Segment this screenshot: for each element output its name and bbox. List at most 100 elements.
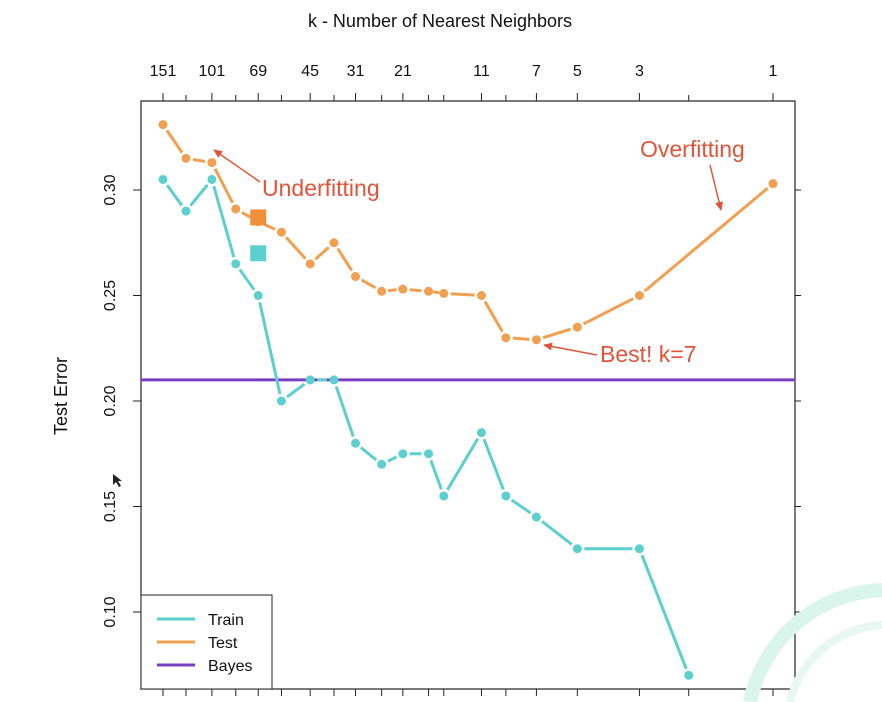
- legend: Train Test Bayes: [140, 594, 273, 690]
- test-segment: [165, 129, 184, 154]
- train-segment: [429, 459, 443, 490]
- test-segment: [387, 288, 397, 293]
- test-segment: [582, 297, 634, 326]
- test-segment: [213, 168, 234, 204]
- test-point: [231, 204, 241, 214]
- test-segment: [409, 288, 422, 293]
- test-segment: [314, 246, 330, 261]
- train-segment: [482, 438, 505, 490]
- test-segment: [360, 278, 377, 290]
- train-point: [231, 259, 241, 269]
- train-series: [158, 174, 694, 680]
- x-tick-label: 45: [301, 63, 319, 80]
- train-segment: [541, 520, 573, 546]
- test-point: [329, 238, 339, 248]
- train-segment: [334, 386, 355, 438]
- y-tick-label: 0.15: [102, 491, 119, 522]
- test-point: [531, 335, 541, 345]
- test-point: [350, 272, 360, 282]
- y-axis-title: Test Error: [51, 357, 71, 435]
- overfitting-arrow: [709, 164, 723, 211]
- train-segment: [286, 382, 306, 399]
- test-point: [398, 284, 408, 294]
- x-tick-label: 21: [394, 63, 412, 80]
- test-segment: [450, 292, 475, 297]
- test-segment: [542, 327, 572, 340]
- y-tick-label: 0.30: [102, 174, 119, 205]
- train-point: [424, 449, 434, 459]
- plot-frame: [140, 100, 796, 690]
- test-point: [501, 333, 511, 343]
- train-segment: [165, 184, 184, 207]
- train-point: [476, 428, 486, 438]
- test-point: [634, 291, 644, 300]
- test-square-marker: [250, 209, 267, 226]
- train-point: [329, 375, 339, 385]
- legend-label-test: Test: [208, 635, 238, 652]
- train-point: [684, 670, 694, 680]
- y-tick-label: 0.25: [102, 280, 119, 311]
- train-segment: [189, 183, 209, 207]
- train-point: [439, 491, 449, 501]
- train-point: [158, 174, 168, 184]
- train-point: [634, 544, 644, 554]
- train-point: [398, 449, 408, 459]
- test-segment: [432, 290, 440, 295]
- test-segment: [285, 236, 307, 260]
- x-tick-label: 7: [532, 63, 541, 80]
- best-k-arrow: [543, 342, 598, 356]
- x-tick-label: 31: [347, 63, 365, 80]
- x-tick-label: 101: [199, 63, 226, 80]
- test-point: [476, 291, 486, 300]
- x-tick-label: 5: [573, 63, 582, 80]
- test-segment: [643, 187, 769, 293]
- legend-label-bayes: Bayes: [208, 658, 252, 675]
- train-square-marker: [250, 245, 267, 262]
- axes: 151 101 69 45 31 21 11 7 5 3 10.100.150.200.250.30: [102, 63, 801, 696]
- train-segment: [510, 498, 532, 515]
- train-segment: [446, 437, 480, 491]
- underfitting-arrow: [213, 149, 261, 183]
- x-tick-label: 151: [150, 63, 177, 80]
- train-point: [207, 174, 217, 184]
- test-segment: [336, 247, 353, 272]
- y-tick-label: 0.10: [102, 596, 119, 627]
- x-tick-label: 3: [635, 63, 644, 80]
- train-point: [572, 544, 582, 554]
- test-point: [439, 288, 449, 298]
- overfitting-label: Overfitting: [640, 136, 745, 162]
- y-tick-label: 0.20: [102, 385, 119, 416]
- test-point: [572, 322, 582, 332]
- x-tick-label: 11: [473, 63, 490, 80]
- x-tick-label: 1: [769, 63, 778, 80]
- train-segment: [640, 554, 688, 670]
- test-segment: [263, 223, 276, 231]
- train-segment: [360, 446, 378, 462]
- test-point: [377, 286, 387, 296]
- test-point: [207, 158, 217, 168]
- legend-label-train: Train: [208, 612, 244, 629]
- best-k-label: Best! k=7: [600, 341, 697, 367]
- test-point: [158, 120, 168, 130]
- train-segment: [238, 268, 256, 291]
- train-point: [531, 512, 541, 522]
- watermark-arc: [743, 583, 882, 702]
- train-segment: [212, 185, 236, 258]
- test-point: [305, 259, 315, 269]
- test-point: [424, 286, 434, 296]
- x-axis-title: k - Number of Nearest Neighbors: [308, 11, 572, 31]
- square-markers: [250, 209, 267, 262]
- test-segment: [192, 157, 206, 163]
- train-point: [276, 396, 286, 406]
- train-point: [377, 459, 387, 469]
- train-point: [501, 491, 511, 501]
- test-point: [181, 153, 191, 163]
- test-point: [276, 227, 286, 237]
- test-segment: [483, 300, 504, 333]
- test-segment: [512, 336, 530, 341]
- train-point: [253, 291, 263, 300]
- x-tick-label: 69: [249, 63, 267, 80]
- train-segment: [258, 302, 282, 395]
- watermark-arc-inner: [786, 621, 882, 702]
